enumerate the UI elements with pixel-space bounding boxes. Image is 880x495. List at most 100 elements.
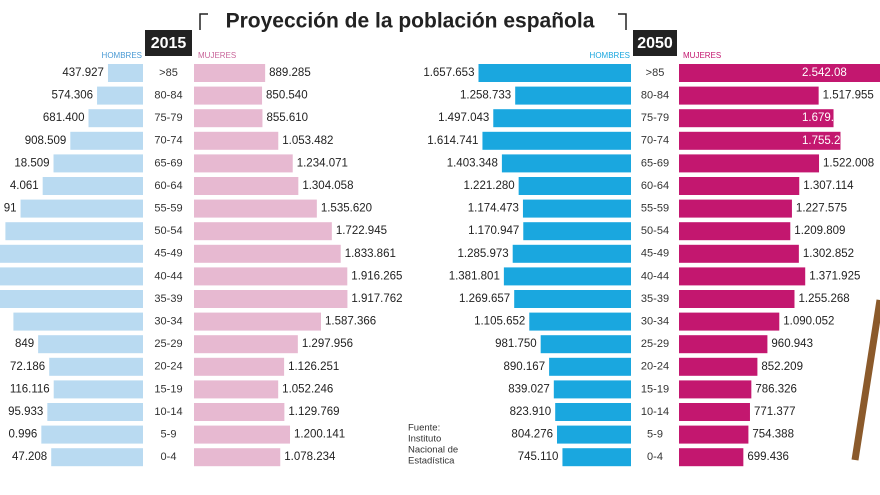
age-label: 0-4	[647, 451, 663, 463]
bar-women	[194, 64, 266, 82]
bar-men	[478, 64, 631, 82]
value-label: 890.167	[504, 361, 546, 373]
bar-men	[529, 312, 631, 331]
value-label: 852.209	[761, 361, 803, 373]
value-label: 1.657.653	[423, 67, 474, 79]
bar-women	[194, 244, 341, 263]
value-label: 1.209.809	[794, 225, 845, 237]
value-label: 1.722.945	[336, 225, 387, 237]
cane	[851, 299, 880, 461]
age-label: 15-19	[641, 383, 669, 395]
value-label: 754.388	[752, 429, 794, 441]
value-label: 1.174.473	[468, 203, 519, 215]
value-label: 855.610	[266, 112, 308, 124]
value-label: 1.517.955	[823, 90, 874, 102]
bar-women	[194, 335, 298, 354]
value-label: 1.200.141	[294, 429, 345, 441]
value-label: 1.255.268	[798, 293, 849, 305]
value-label: 1.307.114	[803, 180, 854, 192]
bar-women	[194, 154, 293, 173]
value-label: 1.614.741	[427, 135, 478, 147]
value-label: 889.285	[269, 67, 311, 79]
bar-men	[515, 86, 631, 105]
bar-men	[523, 222, 631, 241]
bar-men	[41, 425, 143, 444]
legend-women: MUJERES	[683, 51, 721, 60]
age-label: 20-24	[154, 361, 182, 373]
legend-men: HOMBRES	[590, 51, 630, 60]
value-label: 771.377	[754, 406, 796, 418]
age-label: 50-54	[154, 225, 182, 237]
value-label: 1.304.058	[302, 180, 353, 192]
title: Proyección de la población española	[226, 10, 595, 33]
value-label: 699.436	[747, 451, 789, 463]
bar-women	[679, 154, 820, 173]
bar-women	[679, 131, 841, 150]
value-label: 1.078.234	[284, 451, 336, 463]
bar-men	[553, 380, 631, 399]
bar-women	[679, 448, 744, 467]
value-label: 981.750	[495, 338, 537, 350]
bar-women	[679, 267, 806, 286]
age-label: 50-54	[641, 225, 669, 237]
value-label: 72.186	[10, 361, 45, 373]
bar-men	[5, 222, 144, 241]
bar-women	[194, 222, 332, 241]
value-label: 1.403.348	[447, 157, 498, 169]
value-label: 1.535.620	[321, 203, 372, 215]
source-line: Nacional de	[408, 445, 458, 456]
age-label: 0-4	[161, 451, 177, 463]
value-label: 850.540	[266, 90, 308, 102]
age-label: 45-49	[641, 248, 669, 260]
bar-women	[194, 403, 285, 421]
value-label: 908.509	[25, 135, 67, 147]
value-label: 47.208	[12, 451, 47, 463]
age-label: 30-34	[154, 316, 182, 328]
bar-men	[522, 199, 631, 218]
bar-women	[679, 380, 752, 399]
bar-women	[679, 244, 799, 263]
value-label: 1.497.043	[438, 112, 489, 124]
bar-men	[0, 267, 143, 286]
source-line: Estadística	[408, 456, 455, 467]
bar-women	[194, 199, 317, 218]
value-label: 1.053.482	[282, 135, 333, 147]
bar-men	[503, 267, 631, 286]
age-label: >85	[159, 67, 178, 79]
age-label: >85	[646, 67, 665, 79]
value-label: 1.302.852	[803, 248, 854, 260]
bar-women	[679, 199, 792, 218]
bar-women	[679, 425, 749, 444]
age-label: 5-9	[647, 429, 663, 441]
age-label: 35-39	[641, 293, 669, 305]
value-label: 437.927	[62, 67, 104, 79]
year-box	[633, 30, 677, 56]
age-label: 70-74	[154, 135, 182, 147]
bar-men	[555, 403, 631, 421]
value-label: 1.126.251	[288, 361, 339, 373]
value-label: 1.234.071	[297, 157, 348, 169]
value-label: 804.276	[511, 429, 553, 441]
bar-men	[38, 335, 143, 354]
title-bracket	[618, 13, 627, 30]
age-label: 30-34	[641, 316, 669, 328]
source-line: Instituto	[408, 434, 441, 445]
bar-men	[0, 244, 144, 263]
bar-women	[679, 403, 750, 421]
age-label: 10-14	[641, 406, 669, 418]
value-label: 786.326	[755, 383, 797, 395]
value-label: 91	[4, 203, 17, 215]
value-label: 745.110	[518, 451, 559, 463]
bar-men	[512, 244, 631, 263]
year-box	[145, 30, 192, 56]
bar-men	[42, 177, 143, 195]
bar-women	[194, 86, 263, 105]
bar-women	[194, 448, 281, 467]
value-label: 1.916.265	[351, 270, 402, 282]
age-label: 65-69	[641, 157, 669, 169]
age-label: 75-79	[641, 112, 669, 124]
age-label: 60-64	[154, 180, 182, 192]
bar-women	[679, 64, 880, 82]
age-label: 70-74	[641, 135, 669, 147]
bar-men	[107, 64, 143, 82]
